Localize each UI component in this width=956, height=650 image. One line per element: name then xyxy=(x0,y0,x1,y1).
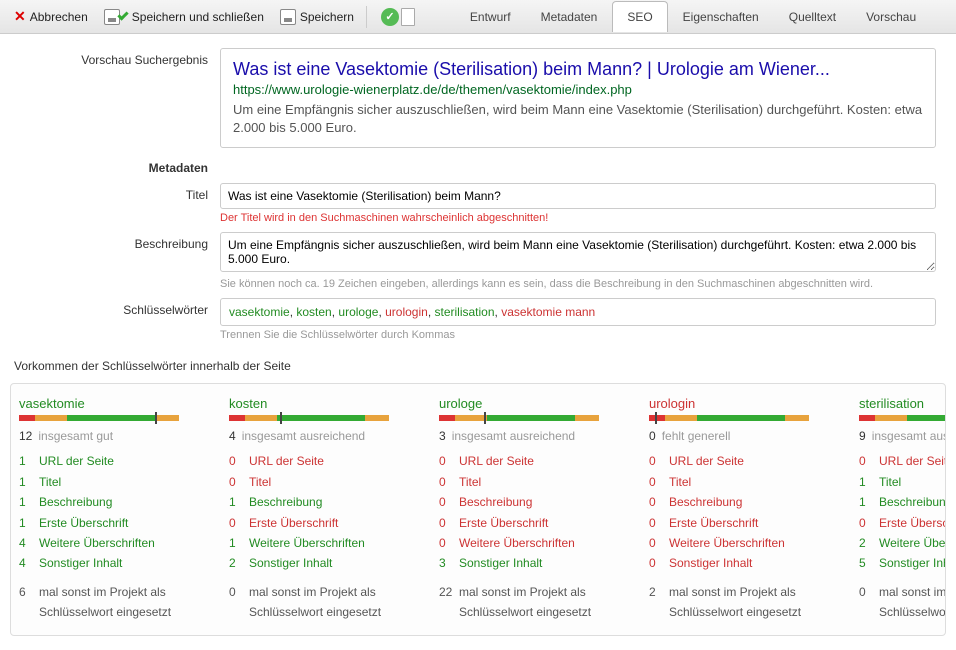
keyword-col: vasektomie12insgesamt gut1URL der Seite1… xyxy=(19,396,229,622)
keyword-meter xyxy=(229,415,389,421)
search-preview: Was ist eine Vasektomie (Sterilisation) … xyxy=(220,48,936,148)
keyword-stat-row: 0URL der Seite xyxy=(439,451,635,471)
keyword-stat-row: 0Erste Überschrift xyxy=(859,513,946,533)
label-title: Titel xyxy=(10,183,220,202)
keyword-col: urologe 3insgesamt ausreichend 0URL der Se… xyxy=(439,396,649,622)
description-hint: Sie können noch ca. 19 Zeichen eingeben,… xyxy=(220,278,936,290)
tabs: EntwurfMetadatenSEOEigenschaftenQuelltex… xyxy=(455,1,931,32)
separator xyxy=(366,6,367,28)
keyword-stat-row: 0URL der Seite xyxy=(649,451,845,471)
keyword-tag: urologin xyxy=(385,305,428,319)
content: Vorschau Suchergebnis Was ist eine Vasek… xyxy=(0,34,956,650)
keyword-project-row: 6mal sonst im Projekt als Schlüsselwort … xyxy=(19,582,215,623)
keyword-col: sterilisation 9insgesamt ausreichend 0URL … xyxy=(859,396,946,622)
keyword-name: kosten xyxy=(229,396,425,411)
section-occurrences: Vorkommen der Schlüsselwörter innerhalb … xyxy=(14,359,946,373)
keyword-stat-row: 0Beschreibung xyxy=(439,492,635,512)
keyword-meter xyxy=(439,415,599,421)
doc-icon[interactable] xyxy=(401,8,415,26)
keywords-input[interactable]: vasektomie, kosten, urologe, urologin, s… xyxy=(220,298,936,326)
keyword-meter xyxy=(649,415,809,421)
keyword-stat-row: 1Beschreibung xyxy=(859,492,946,512)
keyword-col: kosten 4insgesamt ausreichend 0URL der Sei… xyxy=(229,396,439,622)
keyword-stat-row: 1URL der Seite xyxy=(19,451,215,471)
tab-metadaten[interactable]: Metadaten xyxy=(526,1,613,32)
keyword-col: urologin 0fehlt generell 0URL der Seite0Ti… xyxy=(649,396,859,622)
label-metadata: Metadaten xyxy=(10,156,220,175)
keyword-summary: 3insgesamt ausreichend xyxy=(439,429,635,443)
description-input[interactable] xyxy=(220,232,936,272)
close-icon: ✕ xyxy=(14,8,26,25)
save-label: Speichern xyxy=(300,10,354,24)
tab-quelltext[interactable]: Quelltext xyxy=(774,1,851,32)
preview-url: https://www.urologie-wienerplatz.de/de/t… xyxy=(233,82,923,97)
cancel-label: Abbrechen xyxy=(30,10,88,24)
keyword-stat-row: 4Weitere Überschriften xyxy=(19,533,215,553)
keyword-name: vasektomie xyxy=(19,396,215,411)
keyword-tag: kosten xyxy=(296,305,331,319)
keyword-meter xyxy=(19,415,179,421)
keyword-name: sterilisation xyxy=(859,396,946,411)
keyword-project-row: 0mal sonst im Projekt als Schlüsselwort … xyxy=(859,582,946,623)
keyword-stat-row: 0Sonstiger Inhalt xyxy=(649,553,845,573)
tab-entwurf[interactable]: Entwurf xyxy=(455,1,526,32)
tab-vorschau[interactable]: Vorschau xyxy=(851,1,931,32)
tab-seo[interactable]: SEO xyxy=(612,1,667,32)
preview-title: Was ist eine Vasektomie (Sterilisation) … xyxy=(233,59,923,80)
keyword-stat-row: 5Sonstiger Inhalt xyxy=(859,553,946,573)
keyword-meter xyxy=(859,415,946,421)
keyword-tag: vasektomie xyxy=(229,305,290,319)
keyword-summary: 0fehlt generell xyxy=(649,429,845,443)
keywords-hint: Trennen Sie die Schlüsselwörter durch Ko… xyxy=(220,329,936,341)
keyword-stat-row: 0Weitere Überschriften xyxy=(439,533,635,553)
keyword-tag: vasektomie mann xyxy=(501,305,595,319)
status-ok-icon[interactable] xyxy=(381,8,399,26)
toolbar: ✕ Abbrechen Speichern und schließen Spei… xyxy=(0,0,956,34)
keyword-stat-row: 0Erste Überschrift xyxy=(649,513,845,533)
keyword-stat-row: 1Erste Überschrift xyxy=(19,513,215,533)
status-icons xyxy=(381,8,415,26)
tab-eigenschaften[interactable]: Eigenschaften xyxy=(668,1,774,32)
keyword-name: urologe xyxy=(439,396,635,411)
keyword-project-row: 22mal sonst im Projekt als Schlüsselwort… xyxy=(439,582,635,623)
keyword-summary: 9insgesamt ausreichend xyxy=(859,429,946,443)
keyword-stat-row: 1Titel xyxy=(859,472,946,492)
keyword-name: urologin xyxy=(649,396,845,411)
keyword-stat-row: 0Erste Überschrift xyxy=(439,513,635,533)
keyword-stat-row: 1Weitere Überschriften xyxy=(229,533,425,553)
keyword-stat-row: 0Titel xyxy=(439,472,635,492)
keyword-stat-row: 1Titel xyxy=(19,472,215,492)
keyword-summary: 12insgesamt gut xyxy=(19,429,215,443)
save-close-label: Speichern und schließen xyxy=(132,10,264,24)
keyword-stat-row: 2Sonstiger Inhalt xyxy=(229,553,425,573)
keyword-stat-row: 0URL der Seite xyxy=(229,451,425,471)
label-keywords: Schlüsselwörter xyxy=(10,298,220,317)
keyword-stat-row: 0URL der Seite xyxy=(859,451,946,471)
keyword-panel: vasektomie12insgesamt gut1URL der Seite1… xyxy=(10,383,946,635)
title-hint: Der Titel wird in den Suchmaschinen wahr… xyxy=(220,212,936,224)
keyword-summary: 4insgesamt ausreichend xyxy=(229,429,425,443)
label-description: Beschreibung xyxy=(10,232,220,251)
keyword-stat-row: 2Weitere Überschriften xyxy=(859,533,946,553)
keyword-stat-row: 0Titel xyxy=(229,472,425,492)
keyword-project-row: 0mal sonst im Projekt als Schlüsselwort … xyxy=(229,582,425,623)
preview-desc: Um eine Empfängnis sicher auszuschließen… xyxy=(233,101,923,137)
keyword-stat-row: 1Beschreibung xyxy=(19,492,215,512)
keyword-project-row: 2mal sonst im Projekt als Schlüsselwort … xyxy=(649,582,845,623)
keyword-stat-row: 0Titel xyxy=(649,472,845,492)
keyword-stat-row: 1Beschreibung xyxy=(229,492,425,512)
keyword-tag: urologe xyxy=(338,305,378,319)
disk-icon xyxy=(280,9,296,25)
keyword-stat-row: 0Weitere Überschriften xyxy=(649,533,845,553)
cancel-button[interactable]: ✕ Abbrechen xyxy=(6,4,96,29)
title-input[interactable] xyxy=(220,183,936,209)
keyword-stat-row: 3Sonstiger Inhalt xyxy=(439,553,635,573)
keyword-stat-row: 4Sonstiger Inhalt xyxy=(19,553,215,573)
save-close-button[interactable]: Speichern und schließen xyxy=(96,5,272,29)
keyword-stat-row: 0Erste Überschrift xyxy=(229,513,425,533)
save-button[interactable]: Speichern xyxy=(272,5,362,29)
keyword-stat-row: 0Beschreibung xyxy=(649,492,845,512)
keyword-tag: sterilisation xyxy=(434,305,494,319)
label-preview: Vorschau Suchergebnis xyxy=(10,48,220,67)
